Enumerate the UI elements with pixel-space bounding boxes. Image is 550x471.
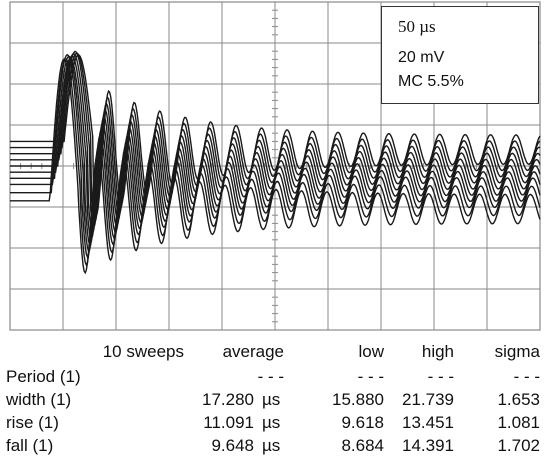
- fall-average: 9.648: [211, 436, 254, 455]
- scope-traces: [10, 50, 541, 275]
- width-low: 15.880: [332, 390, 384, 409]
- width-unit: µs: [262, 390, 281, 409]
- header-sweeps: 10 sweeps: [102, 342, 184, 361]
- fall-high: 14.391: [402, 436, 454, 455]
- header-high: high: [421, 342, 454, 361]
- row-label-rise: rise (1): [6, 413, 59, 432]
- timebase-label: 50 µs: [398, 17, 436, 36]
- sweep-trace: [10, 50, 541, 229]
- row-label-period: Period (1): [6, 367, 81, 386]
- header-sigma: sigma: [494, 342, 540, 361]
- header-low: low: [358, 342, 384, 361]
- width-sigma: 1.653: [497, 390, 540, 409]
- row-label-fall: fall (1): [6, 436, 54, 455]
- scope-settings-box: 50 µs 20 mV MC 5.5%: [381, 6, 539, 104]
- fall-low: 8.684: [341, 436, 384, 455]
- fall-sigma: 1.702: [497, 436, 540, 455]
- width-high: 21.739: [402, 390, 454, 409]
- rise-sigma: 1.081: [497, 413, 540, 432]
- measurement-table: 10 sweeps average low high sigma Period …: [0, 336, 550, 471]
- period-average: - - -: [257, 367, 284, 386]
- header-average: average: [222, 342, 284, 361]
- rise-high: 13.451: [402, 413, 454, 432]
- fall-unit: µs: [262, 436, 281, 455]
- period-high: - - -: [427, 367, 454, 386]
- rise-unit: µs: [262, 413, 281, 432]
- period-low: - - -: [357, 367, 384, 386]
- period-sigma: - - -: [513, 367, 540, 386]
- width-average: 17.280: [202, 390, 254, 409]
- voltage-label: 20 mV: [398, 49, 445, 66]
- sweep-trace: [10, 54, 541, 217]
- rise-average: 11.091: [203, 413, 254, 432]
- row-label-width: width (1): [6, 390, 72, 409]
- mc-label: MC 5.5%: [398, 73, 464, 90]
- rise-low: 9.618: [341, 413, 384, 432]
